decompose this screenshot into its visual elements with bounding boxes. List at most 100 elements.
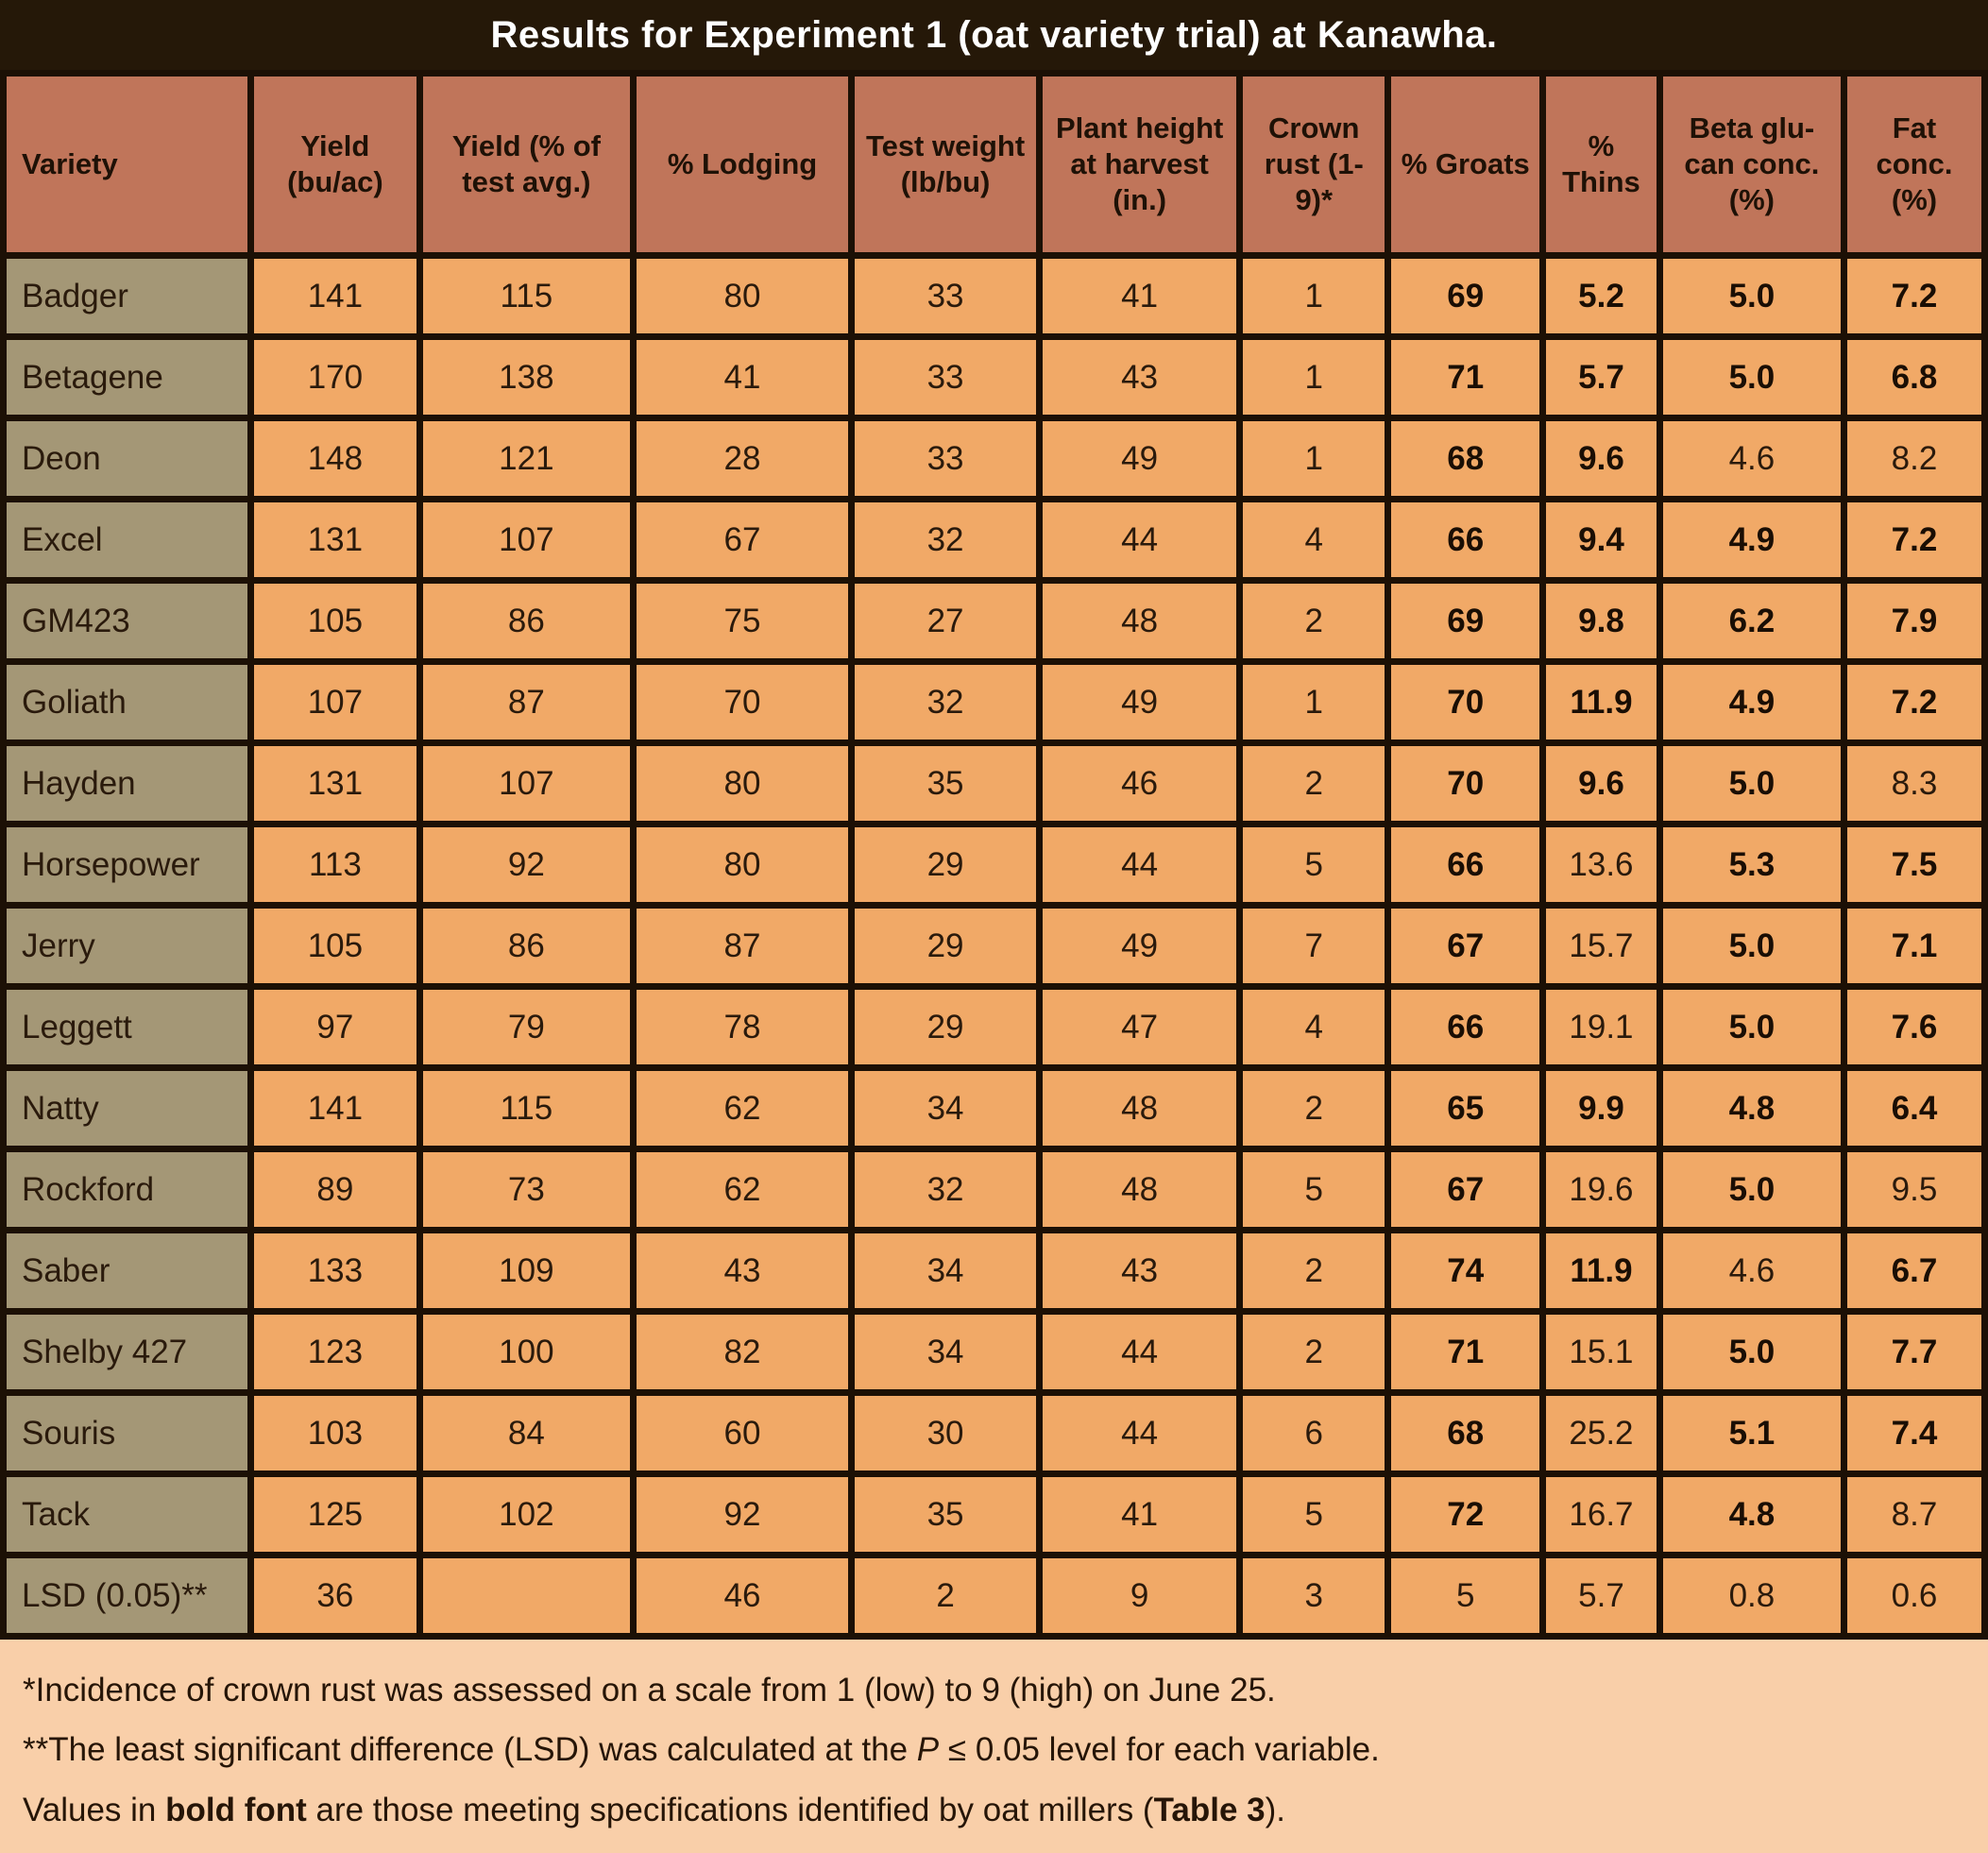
value-cell: 5 [1236, 821, 1392, 909]
value-cell: 48 [1036, 1146, 1244, 1233]
value-cell: 92 [416, 821, 637, 909]
table-row: Horsepower 113 92 80 29 44 5 66 13.6 5.3 7.5 [0, 821, 1988, 909]
table-row: Jerry 105 86 87 29 49 7 67 15.7 5.0 7.1 [0, 902, 1988, 990]
value-cell: 9.8 [1539, 577, 1663, 665]
value-cell: 34 [847, 1227, 1044, 1315]
value-cell: 9 [1036, 1552, 1244, 1640]
variety-cell: Shelby 427 [0, 1308, 255, 1396]
value-cell: 79 [416, 983, 637, 1071]
results-table: Variety Yield (bu/ac) Yield (% of test a… [0, 70, 1988, 1640]
value-cell: 66 [1385, 983, 1547, 1071]
value-cell: 49 [1036, 658, 1244, 746]
col-header-thins: % Thins [1539, 70, 1663, 259]
value-cell: 5.0 [1656, 740, 1847, 827]
value-cell: 113 [247, 821, 423, 909]
value-cell: 9.6 [1539, 415, 1663, 502]
value-cell: 6 [1236, 1389, 1392, 1477]
value-cell: 5.0 [1656, 1308, 1847, 1396]
value-cell: 86 [416, 577, 637, 665]
value-cell [416, 1552, 637, 1640]
value-cell: 89 [247, 1146, 423, 1233]
value-cell: 5.0 [1656, 902, 1847, 990]
value-cell: 4 [1236, 983, 1392, 1071]
value-cell: 80 [630, 252, 855, 340]
value-cell: 44 [1036, 1389, 1244, 1477]
value-cell: 5.3 [1656, 821, 1847, 909]
value-cell: 67 [1385, 1146, 1547, 1233]
value-cell: 62 [630, 1146, 855, 1233]
table-row: Saber 133 109 43 34 43 2 74 11.9 4.6 6.7 [0, 1227, 1988, 1315]
value-cell: 73 [416, 1146, 637, 1233]
value-cell: 43 [630, 1227, 855, 1315]
value-cell: 9.9 [1539, 1064, 1663, 1152]
table-body: Badger 141 115 80 33 41 1 69 5.2 5.0 7.2 Betagene 17… [0, 252, 1988, 1640]
value-cell: 34 [847, 1064, 1044, 1152]
value-cell: 32 [847, 496, 1044, 584]
value-cell: 46 [630, 1552, 855, 1640]
value-cell: 141 [247, 1064, 423, 1152]
value-cell: 125 [247, 1470, 423, 1558]
value-cell: 7.6 [1840, 983, 1988, 1071]
value-cell: 86 [416, 902, 637, 990]
value-cell: 9.5 [1840, 1146, 1988, 1233]
col-header-yield-pct: Yield (% of test avg.) [416, 70, 637, 259]
value-cell: 66 [1385, 496, 1547, 584]
value-cell: 29 [847, 902, 1044, 990]
value-cell: 3 [1236, 1552, 1392, 1640]
col-header-variety: Variety [0, 70, 255, 259]
value-cell: 115 [416, 1064, 637, 1152]
value-cell: 6.8 [1840, 333, 1988, 421]
table-row: LSD (0.05)** 36 46 2 9 3 5 5.7 0.8 0.6 [0, 1552, 1988, 1640]
value-cell: 107 [247, 658, 423, 746]
value-cell: 97 [247, 983, 423, 1071]
value-cell: 131 [247, 496, 423, 584]
value-cell: 62 [630, 1064, 855, 1152]
value-cell: 30 [847, 1389, 1044, 1477]
value-cell: 70 [630, 658, 855, 746]
value-cell: 109 [416, 1227, 637, 1315]
value-cell: 41 [1036, 1470, 1244, 1558]
table-row: Souris 103 84 60 30 44 6 68 25.2 5.1 7.4 [0, 1389, 1988, 1477]
value-cell: 0.8 [1656, 1552, 1847, 1640]
value-cell: 78 [630, 983, 855, 1071]
value-cell: 4.9 [1656, 496, 1847, 584]
variety-cell: Deon [0, 415, 255, 502]
value-cell: 2 [1236, 1064, 1392, 1152]
value-cell: 5 [1236, 1470, 1392, 1558]
value-cell: 7.2 [1840, 252, 1988, 340]
value-cell: 107 [416, 740, 637, 827]
value-cell: 80 [630, 740, 855, 827]
value-cell: 138 [416, 333, 637, 421]
variety-cell: Betagene [0, 333, 255, 421]
variety-cell: Horsepower [0, 821, 255, 909]
value-cell: 5.7 [1539, 1552, 1663, 1640]
value-cell: 44 [1036, 1308, 1244, 1396]
value-cell: 7.9 [1840, 577, 1988, 665]
value-cell: 4.6 [1656, 1227, 1847, 1315]
footnote-bold-values: Values in bold font are those meeting sp… [23, 1791, 1285, 1828]
value-cell: 4 [1236, 496, 1392, 584]
value-cell: 46 [1036, 740, 1244, 827]
value-cell: 105 [247, 902, 423, 990]
value-cell: 0.6 [1840, 1552, 1988, 1640]
value-cell: 33 [847, 333, 1044, 421]
value-cell: 8.2 [1840, 415, 1988, 502]
value-cell: 75 [630, 577, 855, 665]
value-cell: 32 [847, 658, 1044, 746]
value-cell: 71 [1385, 333, 1547, 421]
value-cell: 7.4 [1840, 1389, 1988, 1477]
table-row: Betagene 170 138 41 33 43 1 71 5.7 5.0 6.8 [0, 333, 1988, 421]
value-cell: 72 [1385, 1470, 1547, 1558]
value-cell: 44 [1036, 821, 1244, 909]
value-cell: 5.1 [1656, 1389, 1847, 1477]
value-cell: 141 [247, 252, 423, 340]
col-header-fat: Fat conc. (%) [1840, 70, 1988, 259]
value-cell: 4.8 [1656, 1064, 1847, 1152]
value-cell: 48 [1036, 577, 1244, 665]
value-cell: 69 [1385, 252, 1547, 340]
variety-cell: Souris [0, 1389, 255, 1477]
value-cell: 65 [1385, 1064, 1547, 1152]
value-cell: 7.1 [1840, 902, 1988, 990]
footnote-lsd: **The least significant difference (LSD)… [23, 1731, 1380, 1769]
value-cell: 70 [1385, 658, 1547, 746]
